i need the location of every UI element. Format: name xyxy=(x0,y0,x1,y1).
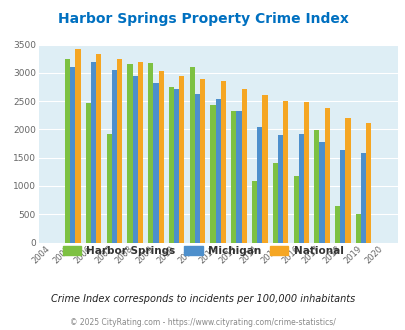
Bar xyxy=(360,153,365,243)
Bar xyxy=(303,102,308,243)
Bar xyxy=(65,59,70,243)
Bar xyxy=(215,99,220,243)
Bar xyxy=(334,206,339,243)
Bar xyxy=(313,130,319,243)
Bar xyxy=(256,127,262,243)
Bar xyxy=(107,134,111,243)
Bar xyxy=(262,95,267,243)
Bar xyxy=(111,70,117,243)
Text: Harbor Springs Property Crime Index: Harbor Springs Property Crime Index xyxy=(58,12,347,25)
Bar xyxy=(230,111,236,243)
Bar xyxy=(355,214,360,243)
Text: © 2025 CityRating.com - https://www.cityrating.com/crime-statistics/: © 2025 CityRating.com - https://www.city… xyxy=(70,318,335,327)
Bar xyxy=(324,108,329,243)
Bar xyxy=(345,118,350,243)
Bar xyxy=(179,76,184,243)
Bar xyxy=(189,67,194,243)
Bar xyxy=(85,103,91,243)
Bar xyxy=(319,143,324,243)
Bar xyxy=(252,182,256,243)
Bar xyxy=(220,81,226,243)
Bar xyxy=(158,71,163,243)
Bar xyxy=(200,79,205,243)
Bar xyxy=(241,89,246,243)
Bar xyxy=(194,94,200,243)
Bar xyxy=(282,101,288,243)
Bar xyxy=(277,135,282,243)
Bar xyxy=(70,67,75,243)
Bar xyxy=(210,105,215,243)
Bar xyxy=(75,49,81,243)
Bar xyxy=(339,150,345,243)
Bar xyxy=(298,134,303,243)
Legend: Harbor Springs, Michigan, National: Harbor Springs, Michigan, National xyxy=(58,242,347,260)
Bar xyxy=(236,111,241,243)
Bar xyxy=(293,176,298,243)
Text: Crime Index corresponds to incidents per 100,000 inhabitants: Crime Index corresponds to incidents per… xyxy=(51,294,354,304)
Bar xyxy=(96,53,101,243)
Bar xyxy=(272,163,277,243)
Bar xyxy=(127,64,132,243)
Bar xyxy=(153,83,158,243)
Bar xyxy=(132,76,137,243)
Bar xyxy=(168,87,174,243)
Bar xyxy=(91,61,96,243)
Bar xyxy=(365,123,371,243)
Bar xyxy=(137,61,143,243)
Bar xyxy=(148,63,153,243)
Bar xyxy=(117,59,122,243)
Bar xyxy=(174,89,179,243)
